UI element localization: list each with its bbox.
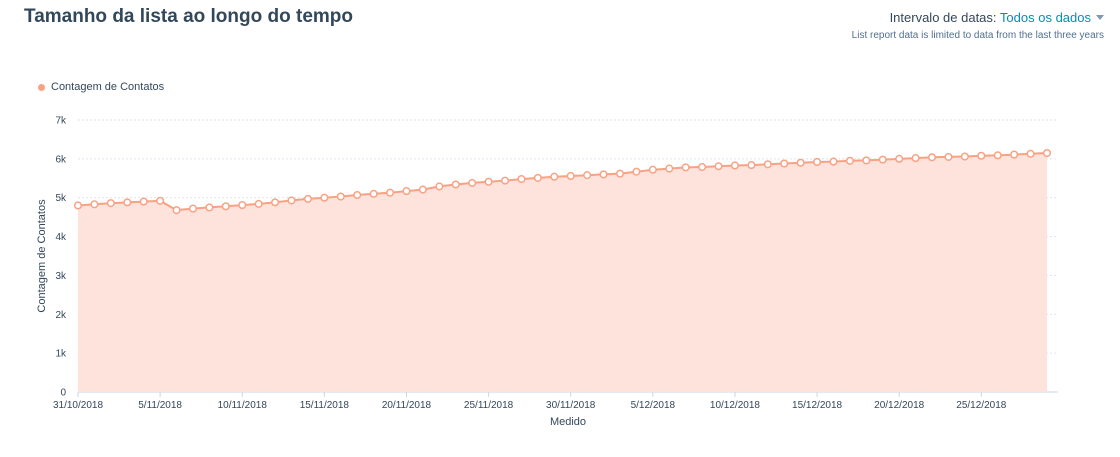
series-points [73, 148, 1052, 215]
data-point[interactable] [599, 170, 608, 179]
x-tick-label: 10/12/2018 [710, 400, 760, 411]
data-point[interactable] [632, 167, 641, 176]
data-point[interactable] [484, 177, 493, 186]
data-point[interactable] [648, 165, 657, 174]
data-point[interactable] [763, 160, 772, 169]
data-point[interactable] [878, 155, 887, 164]
data-point[interactable] [303, 194, 312, 203]
data-point[interactable] [698, 162, 707, 172]
y-tick-label: 3k [55, 271, 67, 282]
y-tick-label: 1k [55, 349, 67, 360]
data-point[interactable] [468, 178, 477, 187]
legend-label: Contagem de Contatos [51, 81, 165, 93]
data-point[interactable] [435, 182, 444, 191]
data-point[interactable] [106, 199, 115, 208]
data-point[interactable] [993, 151, 1002, 160]
x-axis-ticks: 31/10/2018 5/11/2018 10/11/2018 15/11/2018 2… [53, 392, 1007, 411]
data-point[interactable] [927, 153, 937, 162]
x-tick-label: 30/11/2018 [546, 400, 596, 411]
page-title: Tamanho da lista ao longo do tempo [24, 6, 353, 27]
data-point[interactable] [1026, 149, 1035, 158]
data-point[interactable] [845, 156, 854, 165]
data-point[interactable] [271, 198, 280, 207]
data-point[interactable] [681, 163, 690, 172]
data-point[interactable] [517, 175, 526, 184]
x-tick-label: 25/12/2018 [956, 400, 1006, 411]
data-point[interactable] [1010, 150, 1019, 159]
data-point[interactable] [862, 156, 871, 165]
data-point[interactable] [813, 157, 822, 167]
chart-legend[interactable]: Contagem de Contatos [38, 81, 164, 93]
data-point[interactable] [221, 202, 230, 211]
data-limit-note: List report data is limited to data from… [851, 30, 1104, 41]
y-tick-label: 4k [55, 232, 67, 243]
data-point[interactable] [747, 161, 756, 170]
data-point[interactable] [205, 203, 214, 212]
x-tick-label: 5/12/2018 [631, 400, 676, 411]
x-tick-label: 15/11/2018 [300, 400, 350, 411]
y-tick-label: 5k [55, 193, 67, 204]
date-range-selector[interactable]: Intervalo de datas: Todos os dados [890, 10, 1104, 25]
y-tick-label: 2k [55, 310, 67, 321]
chevron-down-icon[interactable] [1096, 15, 1104, 20]
data-point[interactable] [369, 189, 378, 198]
data-point[interactable] [500, 176, 510, 185]
data-point[interactable] [90, 200, 99, 209]
data-point[interactable] [123, 198, 132, 207]
data-point[interactable] [418, 185, 427, 194]
x-axis-title: Medido [550, 416, 586, 428]
data-point[interactable] [320, 193, 329, 202]
data-point[interactable] [730, 161, 739, 170]
x-tick-label: 10/11/2018 [218, 400, 268, 411]
data-point[interactable] [451, 180, 460, 189]
x-tick-label: 5/11/2018 [138, 400, 182, 411]
y-tick-label: 6k [55, 154, 67, 165]
legend-marker-icon [38, 83, 45, 91]
data-point[interactable] [550, 172, 559, 181]
data-point[interactable] [583, 171, 592, 180]
data-point[interactable] [386, 188, 395, 197]
data-point[interactable] [829, 157, 838, 166]
data-point[interactable] [1042, 148, 1052, 158]
data-point[interactable] [254, 199, 263, 208]
data-point[interactable] [566, 171, 575, 181]
data-point[interactable] [780, 159, 789, 168]
x-tick-label: 25/11/2018 [464, 400, 514, 411]
data-point[interactable] [796, 158, 805, 167]
data-point[interactable] [238, 201, 247, 210]
data-point[interactable] [73, 201, 83, 210]
x-tick-label: 20/12/2018 [874, 400, 924, 411]
x-tick-label: 31/10/2018 [53, 400, 103, 411]
x-tick-label: 20/11/2018 [382, 400, 432, 411]
data-point[interactable] [353, 190, 362, 200]
date-range-dropdown[interactable]: Todos os dados [999, 10, 1091, 25]
data-point[interactable] [287, 196, 296, 205]
y-axis-ticks: 0 1k 2k 3k 4k 5k 6k 7k [55, 116, 67, 399]
data-point[interactable] [188, 204, 198, 213]
y-tick-label: 7k [55, 116, 67, 127]
x-tick-label: 15/12/2018 [792, 400, 842, 411]
data-point[interactable] [714, 162, 723, 171]
data-point[interactable] [156, 196, 165, 205]
data-point[interactable] [533, 173, 542, 182]
data-point[interactable] [139, 197, 148, 206]
data-point[interactable] [911, 154, 920, 163]
data-point[interactable] [336, 192, 345, 201]
y-axis-title: Contagem de Contatos [36, 199, 48, 313]
data-point[interactable] [172, 206, 181, 215]
data-point[interactable] [944, 152, 953, 161]
data-point[interactable] [960, 152, 969, 161]
series-area [78, 153, 1047, 392]
y-tick-label: 0 [60, 388, 66, 399]
date-range-label: Intervalo de datas: [889, 10, 997, 25]
data-point[interactable] [402, 187, 411, 196]
data-point[interactable] [665, 164, 674, 173]
data-point[interactable] [615, 169, 625, 178]
data-point[interactable] [895, 154, 904, 163]
data-point[interactable] [977, 151, 986, 160]
